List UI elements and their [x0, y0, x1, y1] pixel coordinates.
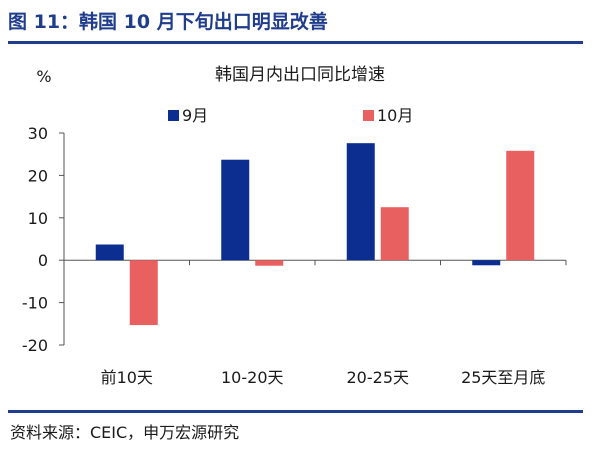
- y-tick-label: -20: [22, 336, 48, 355]
- legend: 9月 10月: [168, 106, 413, 125]
- y-tick-label: 30: [28, 124, 48, 143]
- bar-10月-20-25天: [380, 207, 409, 261]
- legend-swatch: [168, 110, 179, 121]
- source-note: 资料来源：CEIC，申万宏源研究: [10, 423, 240, 442]
- x-axis: 前10天 10-20天 20-25天 25天至月底: [63, 260, 567, 387]
- bar-9月-25天至月底: [472, 260, 501, 266]
- bar-10月-10-20天: [255, 260, 284, 266]
- figure-title: 图 11：韩国 10 月下旬出口明显改善: [8, 11, 328, 33]
- bars: [95, 143, 535, 326]
- y-tick-label: 20: [28, 166, 48, 185]
- x-category-label: 25天至月底: [461, 368, 545, 387]
- x-category-label: 前10天: [101, 368, 153, 387]
- bar-chart: 韩国月内出口同比增速 % 9月 10月 30 20 10 0 -10 -20 前10天 10-…: [22, 65, 567, 387]
- bar-10月-25天至月底: [506, 150, 535, 261]
- title-rule: [8, 41, 583, 44]
- legend-label: 10月: [377, 106, 413, 125]
- y-axis-unit: %: [36, 67, 51, 86]
- bar-9月-20-25天: [346, 143, 375, 261]
- legend-label: 9月: [182, 106, 208, 125]
- y-axis: 30 20 10 0 -10 -20: [22, 124, 566, 355]
- bar-10月-前10天: [129, 260, 158, 326]
- y-tick-label: 0: [38, 251, 48, 270]
- x-category-label: 10-20天: [221, 368, 284, 387]
- x-category-label: 20-25天: [347, 368, 410, 387]
- bar-9月-前10天: [95, 244, 124, 261]
- bar-9月-10-20天: [221, 159, 250, 261]
- chart-title: 韩国月内出口同比增速: [215, 65, 385, 85]
- y-tick-label: -10: [22, 294, 48, 313]
- y-tick-label: 10: [28, 209, 48, 228]
- legend-swatch: [363, 110, 374, 121]
- source-rule: [8, 410, 583, 413]
